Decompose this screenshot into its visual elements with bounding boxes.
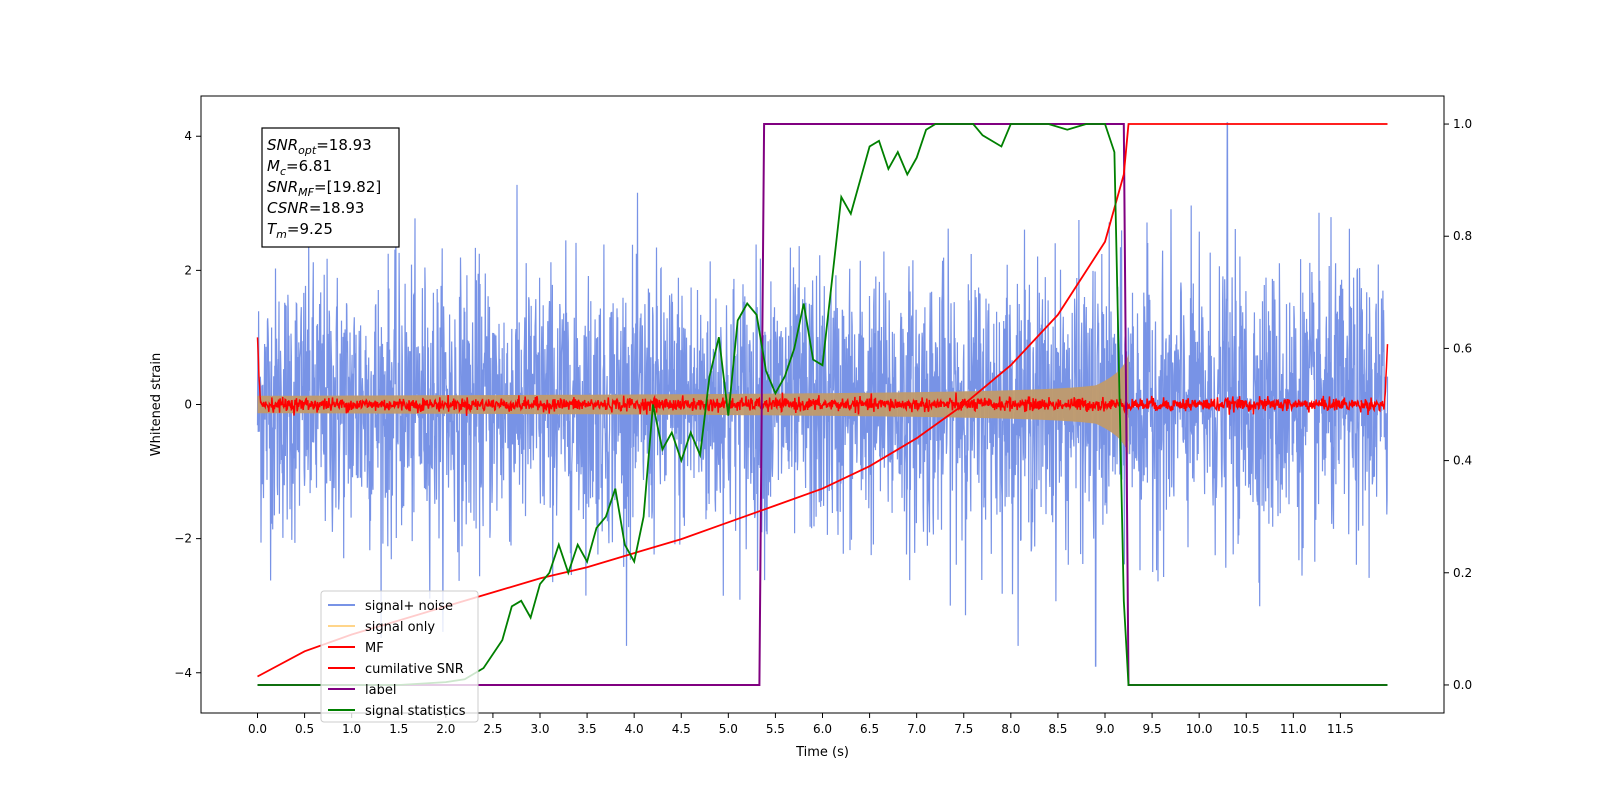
- x-tick-label: 7.0: [907, 722, 926, 736]
- x-tick-label: 9.5: [1143, 722, 1162, 736]
- x-tick-label: 8.0: [1001, 722, 1020, 736]
- y2-tick-label: 0.6: [1453, 341, 1472, 355]
- info-subscript: m: [276, 228, 287, 241]
- x-tick-label: 0.5: [295, 722, 314, 736]
- x-tick-label: 4.5: [672, 722, 691, 736]
- x-tick-label: 10.0: [1186, 722, 1213, 736]
- legend-label: signal statistics: [365, 704, 466, 719]
- y2-tick-label: 1.0: [1453, 117, 1472, 131]
- info-box-frame: [261, 127, 400, 248]
- info-value: =18.93: [316, 136, 372, 154]
- x-tick-label: 9.0: [1095, 722, 1114, 736]
- y2-tick-label: 0.8: [1453, 229, 1472, 243]
- series-signal-statistics: [257, 123, 1388, 686]
- info-value: =[19.82]: [314, 178, 381, 196]
- x-tick-label: 1.5: [389, 722, 408, 736]
- y-tick-label: 4: [184, 129, 192, 143]
- y2-tick-label: 0.4: [1453, 454, 1472, 468]
- legend-frame: [320, 590, 479, 723]
- x-tick-label: 0.0: [248, 722, 267, 736]
- x-axis-label: Time (s): [795, 745, 849, 760]
- info-line: CSNR=18.93: [267, 199, 364, 217]
- x-tick-label: 11.5: [1327, 722, 1354, 736]
- y-tick-label: −4: [174, 666, 192, 680]
- y-axis-left: 4 2 0 −2 −4: [174, 129, 201, 680]
- legend-label: signal+ noise: [365, 599, 453, 614]
- info-symbol: SNR: [267, 178, 298, 196]
- y2-tick-label: 0.0: [1453, 678, 1472, 692]
- y-axis-right: 1.0 0.8 0.6 0.4 0.2 0.0: [1444, 117, 1472, 692]
- legend-label: MF: [365, 641, 384, 656]
- x-tick-label: 7.5: [954, 722, 973, 736]
- x-tick-label: 4.0: [625, 722, 644, 736]
- info-subscript: opt: [298, 144, 317, 157]
- x-tick-label: 5.5: [766, 722, 785, 736]
- y2-tick-label: 0.2: [1453, 566, 1472, 580]
- info-symbol: SNR: [267, 136, 298, 154]
- y-tick-label: 0: [184, 398, 192, 412]
- x-tick-label: 10.5: [1233, 722, 1260, 736]
- info-symbol: T: [267, 220, 278, 238]
- info-subscript: MF: [298, 186, 314, 199]
- x-tick-label: 2.5: [483, 722, 502, 736]
- y-tick-label: −2: [174, 532, 192, 546]
- legend-label: cumilative SNR: [365, 662, 464, 677]
- info-line: SNRMF=[19.82]: [267, 178, 381, 199]
- series-signal-noise: [256, 122, 1389, 667]
- x-axis: 0.0 0.5 1.0 1.5 2.0 2.5 3.0 3.5 4.0 4.5 5.0 5.5 6.0 6…: [248, 713, 1354, 736]
- legend-label: label: [365, 683, 396, 698]
- info-box: SNRopt=18.93Mc=6.81SNRMF=[19.82]CSNR=18.…: [261, 127, 400, 248]
- x-tick-label: 2.0: [436, 722, 455, 736]
- info-line: Tm=9.25: [267, 220, 333, 241]
- x-tick-label: 5.0: [719, 722, 738, 736]
- x-tick-label: 8.5: [1048, 722, 1067, 736]
- plot-area: [256, 122, 1389, 686]
- info-value: =9.25: [287, 220, 333, 238]
- info-symbol: M: [267, 157, 280, 175]
- y-tick-label: 2: [184, 263, 192, 277]
- legend-label: signal only: [365, 620, 435, 635]
- x-tick-label: 3.0: [530, 722, 549, 736]
- info-symbol: CSNR: [267, 199, 309, 217]
- legend: signal+ noise signal only MF cumilative SNR…: [320, 590, 479, 723]
- x-tick-label: 6.0: [813, 722, 832, 736]
- info-subscript: c: [280, 165, 286, 178]
- x-tick-label: 11.0: [1280, 722, 1307, 736]
- x-tick-label: 1.0: [342, 722, 361, 736]
- y-axis-label: Whitened strain: [149, 353, 164, 456]
- x-tick-label: 3.5: [578, 722, 597, 736]
- x-tick-label: 6.5: [860, 722, 879, 736]
- info-value: =18.93: [309, 199, 365, 217]
- info-line: SNRopt=18.93: [267, 136, 372, 157]
- info-value: =6.81: [286, 157, 332, 175]
- info-line: Mc=6.81: [267, 157, 332, 178]
- series-mf: [256, 337, 1389, 416]
